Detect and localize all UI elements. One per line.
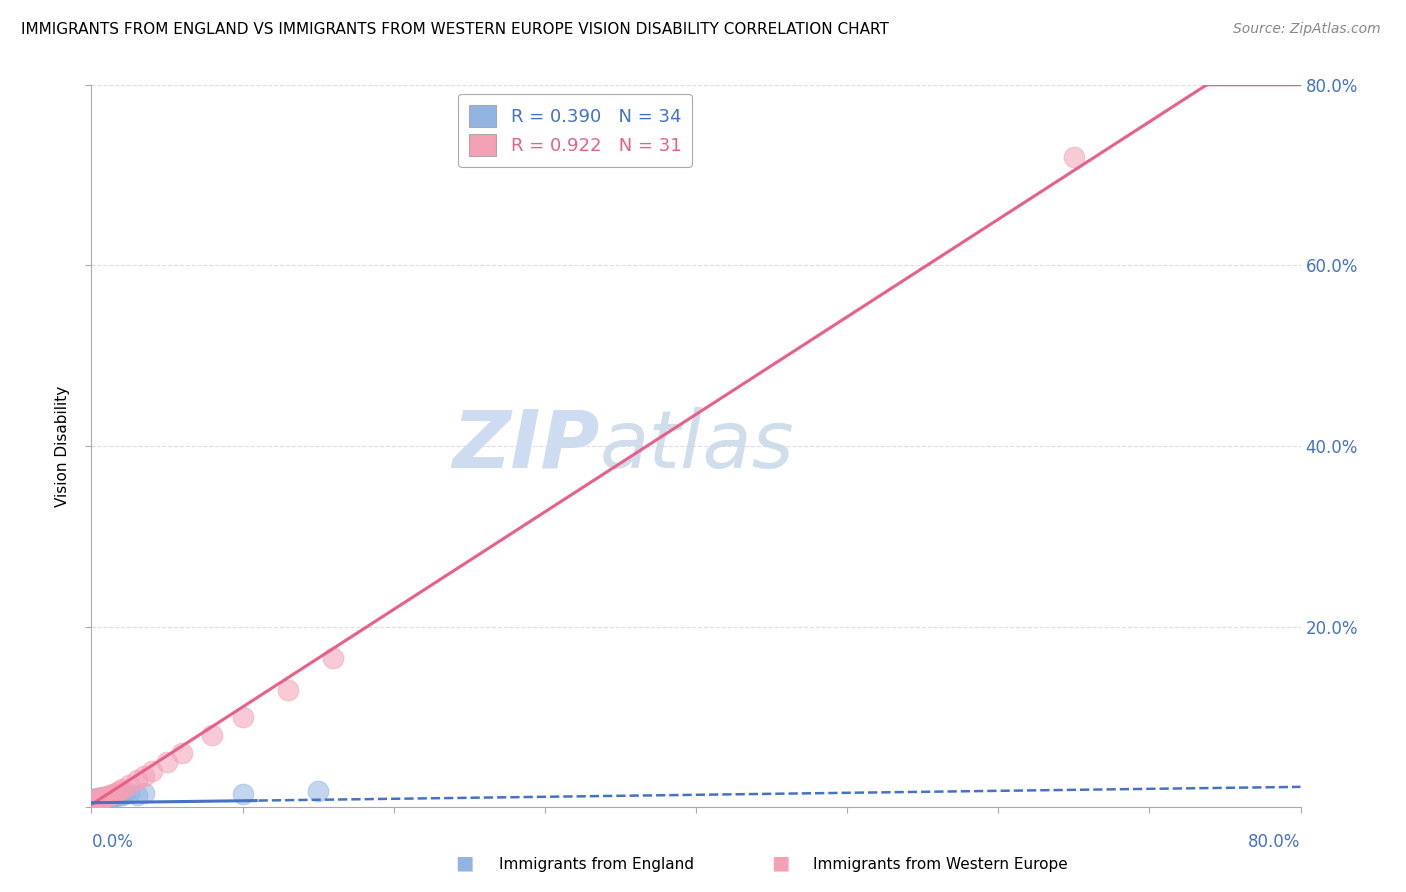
Point: [86, 791, 108, 805]
Point: [141, 764, 163, 778]
Text: 0.0%: 0.0%: [91, 833, 134, 851]
Point: [118, 778, 141, 792]
Point: [118, 786, 141, 800]
Text: ■: ■: [454, 854, 474, 872]
Text: Immigrants from England: Immigrants from England: [499, 857, 695, 872]
Point: [86, 793, 108, 807]
Point: [231, 710, 253, 724]
Point: [104, 786, 127, 800]
Point: [87, 794, 110, 808]
Point: [84, 794, 107, 808]
Point: [307, 784, 329, 798]
Text: Immigrants from Western Europe: Immigrants from Western Europe: [813, 857, 1067, 872]
Point: [82, 796, 104, 810]
Point: [83, 792, 105, 806]
Point: [84, 793, 107, 807]
Point: [98, 788, 121, 802]
Point: [83, 796, 105, 810]
Point: [91, 792, 114, 806]
Point: [96, 790, 118, 805]
Point: [83, 793, 105, 807]
Point: [84, 792, 107, 806]
Text: Source: ZipAtlas.com: Source: ZipAtlas.com: [1233, 22, 1381, 37]
Point: [98, 791, 121, 805]
Point: [86, 796, 108, 810]
Text: ■: ■: [770, 854, 790, 872]
Point: [114, 787, 136, 801]
Point: [87, 791, 110, 805]
Point: [103, 789, 125, 804]
Point: [172, 746, 194, 760]
Point: [107, 784, 129, 798]
Point: [91, 794, 114, 808]
Point: [93, 793, 115, 807]
Legend: R = 0.390   N = 34, R = 0.922   N = 31: R = 0.390 N = 34, R = 0.922 N = 31: [458, 94, 692, 167]
Point: [156, 755, 179, 769]
Point: [111, 788, 132, 802]
Point: [91, 790, 114, 805]
Text: atlas: atlas: [599, 407, 794, 485]
Point: [201, 728, 224, 742]
Point: [125, 788, 148, 802]
Point: [101, 787, 124, 801]
Point: [94, 790, 117, 805]
Point: [89, 793, 111, 807]
Point: [1063, 150, 1085, 164]
Point: [82, 797, 104, 811]
Point: [125, 773, 148, 788]
Point: [93, 791, 115, 805]
Point: [84, 795, 107, 809]
Point: [111, 782, 132, 797]
Point: [82, 794, 104, 808]
Point: [93, 791, 115, 805]
Point: [87, 794, 110, 808]
Point: [105, 789, 128, 803]
Point: [134, 769, 156, 783]
Point: [89, 791, 111, 805]
Point: [87, 792, 110, 806]
Point: [94, 792, 117, 806]
Point: [277, 682, 299, 697]
Point: [231, 787, 253, 801]
Point: [96, 793, 118, 807]
Point: [89, 795, 111, 809]
Point: [82, 795, 104, 809]
Point: [86, 795, 108, 809]
Text: 80.0%: 80.0%: [1249, 833, 1301, 851]
Point: [86, 792, 108, 806]
Point: [96, 789, 118, 804]
Point: [134, 786, 156, 800]
Point: [83, 794, 105, 808]
Text: IMMIGRANTS FROM ENGLAND VS IMMIGRANTS FROM WESTERN EUROPE VISION DISABILITY CORR: IMMIGRANTS FROM ENGLAND VS IMMIGRANTS FR…: [21, 22, 889, 37]
Point: [83, 795, 105, 809]
Point: [100, 790, 122, 805]
Point: [84, 796, 107, 810]
Text: ZIP: ZIP: [451, 407, 599, 485]
Y-axis label: Vision Disability: Vision Disability: [55, 385, 70, 507]
Point: [97, 792, 120, 806]
Point: [322, 651, 344, 665]
